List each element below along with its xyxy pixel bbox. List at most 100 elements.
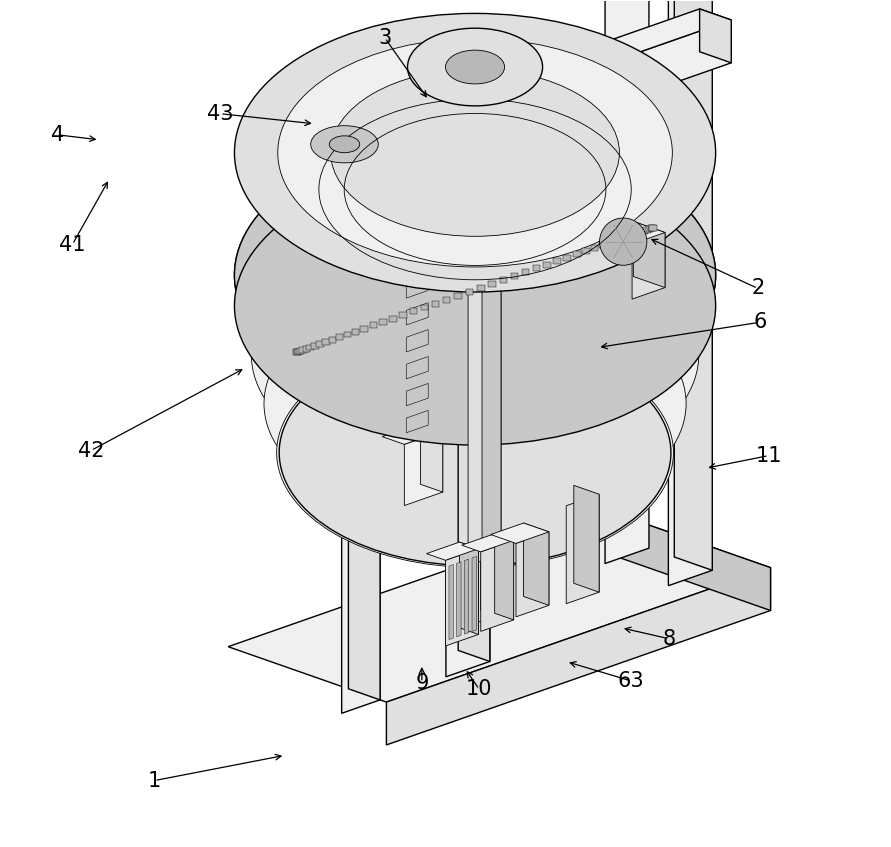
Polygon shape: [605, 0, 649, 563]
Polygon shape: [426, 141, 481, 160]
Bar: [410, 308, 418, 314]
Text: 8: 8: [663, 628, 675, 649]
Bar: [295, 349, 303, 355]
Bar: [329, 337, 337, 343]
Bar: [636, 230, 643, 235]
Polygon shape: [482, 58, 501, 554]
Polygon shape: [421, 424, 443, 492]
Polygon shape: [406, 411, 429, 433]
Polygon shape: [446, 549, 478, 646]
Bar: [544, 262, 551, 268]
Polygon shape: [406, 329, 429, 352]
Bar: [620, 235, 628, 241]
Bar: [511, 273, 519, 279]
Bar: [311, 343, 319, 349]
Polygon shape: [348, 174, 380, 700]
Polygon shape: [341, 185, 380, 713]
Polygon shape: [460, 542, 478, 634]
Polygon shape: [470, 65, 495, 99]
Bar: [454, 293, 462, 299]
Bar: [573, 252, 581, 257]
Text: 10: 10: [466, 679, 493, 700]
Ellipse shape: [234, 136, 715, 414]
Text: 1: 1: [148, 771, 161, 790]
Polygon shape: [524, 523, 549, 606]
Polygon shape: [462, 534, 514, 552]
Bar: [648, 225, 655, 231]
Polygon shape: [289, 210, 662, 371]
Bar: [522, 269, 529, 275]
Polygon shape: [446, 147, 490, 677]
Polygon shape: [491, 523, 549, 544]
Ellipse shape: [278, 38, 673, 267]
Polygon shape: [349, 138, 362, 185]
Bar: [582, 248, 590, 254]
Polygon shape: [632, 232, 665, 299]
Ellipse shape: [279, 340, 671, 566]
Polygon shape: [406, 302, 429, 325]
Bar: [431, 301, 439, 307]
Bar: [297, 348, 305, 354]
Polygon shape: [457, 562, 461, 637]
Polygon shape: [480, 446, 495, 616]
Polygon shape: [566, 495, 599, 604]
Bar: [389, 316, 396, 322]
Polygon shape: [406, 276, 429, 298]
Text: 11: 11: [756, 446, 782, 466]
Polygon shape: [405, 431, 443, 506]
Polygon shape: [406, 249, 429, 271]
Polygon shape: [382, 424, 443, 445]
Ellipse shape: [239, 169, 711, 442]
Bar: [607, 240, 614, 246]
Polygon shape: [406, 384, 429, 406]
Polygon shape: [310, 9, 732, 157]
Bar: [553, 258, 561, 264]
Text: 42: 42: [78, 440, 104, 461]
Polygon shape: [405, 237, 437, 445]
Polygon shape: [612, 512, 771, 611]
Bar: [533, 265, 540, 271]
Text: 43: 43: [207, 103, 233, 124]
Bar: [336, 335, 343, 340]
Bar: [646, 226, 653, 232]
Polygon shape: [339, 142, 362, 193]
Bar: [379, 319, 387, 325]
Bar: [477, 285, 485, 291]
Bar: [563, 255, 571, 261]
Polygon shape: [415, 230, 437, 433]
Bar: [360, 325, 368, 331]
Text: 6: 6: [754, 313, 767, 332]
Bar: [352, 329, 359, 335]
Bar: [421, 305, 429, 311]
Bar: [299, 347, 307, 353]
Bar: [649, 224, 657, 230]
Bar: [488, 281, 496, 287]
Ellipse shape: [446, 50, 504, 84]
Bar: [294, 349, 301, 355]
Bar: [323, 339, 330, 345]
Polygon shape: [387, 567, 771, 745]
Polygon shape: [634, 221, 665, 288]
Bar: [399, 312, 407, 318]
Ellipse shape: [311, 125, 379, 163]
Polygon shape: [495, 534, 514, 620]
Polygon shape: [458, 136, 490, 662]
Text: 9: 9: [415, 673, 429, 693]
Bar: [316, 341, 324, 347]
Polygon shape: [341, 20, 732, 199]
Ellipse shape: [331, 69, 619, 236]
Bar: [614, 237, 621, 243]
Bar: [370, 323, 377, 329]
Polygon shape: [228, 512, 771, 702]
Polygon shape: [464, 559, 469, 634]
Bar: [443, 296, 451, 302]
Ellipse shape: [234, 166, 715, 445]
Polygon shape: [468, 64, 501, 566]
Bar: [599, 242, 607, 248]
Bar: [632, 230, 639, 236]
Polygon shape: [414, 136, 490, 163]
Ellipse shape: [330, 136, 360, 152]
Bar: [626, 233, 634, 239]
Text: 3: 3: [378, 28, 391, 47]
Ellipse shape: [234, 136, 715, 414]
